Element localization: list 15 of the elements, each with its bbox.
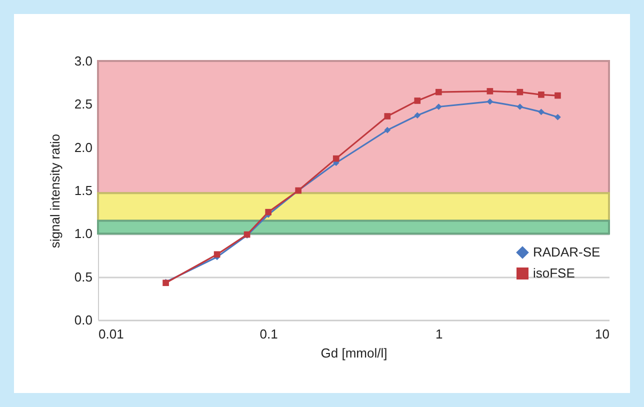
y-tick-label: 0.5 [74, 269, 92, 284]
y-tick-label: 2.5 [74, 96, 92, 112]
x-tick-label: 0.01 [98, 326, 124, 342]
y-axis-title: signal intensity ratio [47, 134, 62, 248]
x-tick-label: 0.1 [260, 326, 278, 342]
x-tick-label: 10 [595, 326, 610, 342]
y-tick-label: 1.5 [74, 183, 92, 198]
y-tick-label: 0.0 [74, 312, 92, 328]
x-axis-title: Gd [mmol/l] [320, 346, 388, 360]
y-tick-label: 3.0 [74, 54, 92, 68]
legend-label: RADAR-SE [533, 244, 601, 260]
y-tick-label: 2.0 [74, 140, 92, 155]
legend-label: isoFSE [533, 266, 576, 280]
y-tick-label: 1.0 [74, 226, 92, 242]
x-tick-label: 1 [436, 326, 443, 342]
